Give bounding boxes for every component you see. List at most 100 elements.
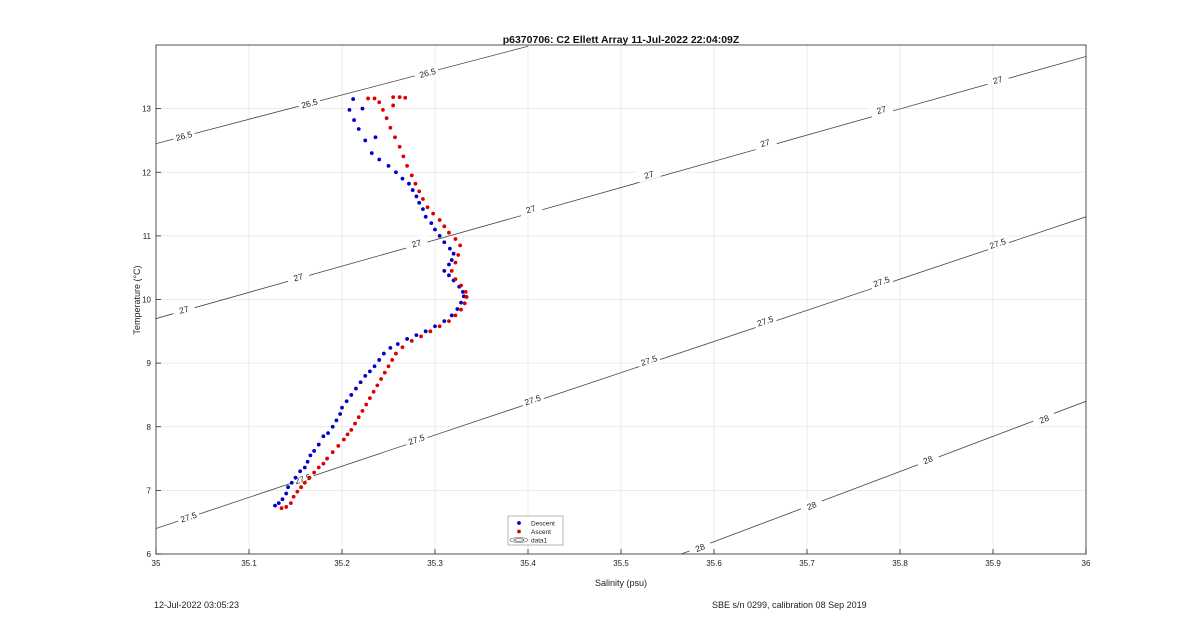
footer-timestamp: 12-Jul-2022 03:05:23 — [154, 600, 240, 610]
x-tick-label: 35.3 — [427, 559, 443, 568]
data-point — [451, 251, 456, 256]
data-point — [354, 386, 358, 391]
data-point — [356, 127, 361, 131]
data-point — [360, 408, 365, 413]
data-point — [279, 506, 284, 511]
data-point — [353, 421, 357, 426]
data-point — [382, 370, 387, 375]
data-point — [461, 289, 465, 294]
data-point — [459, 283, 463, 288]
isopycnal-label: 28 — [687, 538, 713, 554]
data-point — [286, 485, 290, 490]
data-point — [363, 138, 368, 143]
data-point — [459, 307, 463, 312]
isopycnal-label: 27 — [869, 101, 894, 118]
data-point — [368, 369, 372, 374]
data-point — [284, 491, 289, 496]
isopycnal-line — [156, 45, 529, 145]
data-point — [447, 262, 451, 267]
data-point — [394, 170, 398, 175]
data-point — [421, 207, 425, 212]
data-point — [417, 200, 422, 205]
data-point — [273, 503, 277, 508]
svg-text:26.5: 26.5 — [418, 66, 437, 80]
isopycnal-label: 27 — [404, 234, 429, 252]
data-point — [433, 227, 437, 232]
data-point — [453, 313, 458, 318]
data-point — [330, 450, 335, 455]
y-tick-label: 6 — [147, 550, 152, 559]
isopycnal-label: 28 — [1031, 409, 1057, 428]
data-point — [414, 194, 419, 199]
data-point — [291, 494, 296, 499]
data-point — [321, 434, 326, 439]
data-point — [305, 459, 310, 464]
data-point — [336, 443, 341, 448]
svg-text:28: 28 — [805, 499, 818, 512]
data-point — [360, 106, 365, 111]
data-point — [384, 116, 389, 121]
data-point — [280, 497, 285, 502]
data-point — [409, 173, 414, 178]
data-point — [458, 243, 463, 248]
data-point — [442, 268, 447, 273]
svg-text:27: 27 — [759, 137, 771, 149]
legend-entry: data1 — [531, 538, 548, 545]
data-point — [453, 237, 458, 241]
data-point — [289, 480, 294, 485]
x-tick-label: 35 — [152, 559, 161, 568]
data-point — [405, 163, 409, 168]
data-point — [371, 389, 376, 394]
data-point — [363, 373, 368, 378]
data-point — [449, 258, 454, 262]
svg-text:27: 27 — [410, 237, 422, 249]
x-tick-label: 36 — [1082, 559, 1091, 568]
data-point — [349, 393, 354, 397]
data-point — [288, 501, 293, 505]
data-point — [307, 475, 312, 480]
data-point — [447, 319, 451, 324]
y-axis-label: Temperature (°C) — [132, 265, 142, 334]
data-point — [369, 151, 374, 156]
isopycnal-label: 27 — [636, 166, 661, 183]
data-point — [321, 461, 326, 466]
x-tick-label: 35.6 — [706, 559, 722, 568]
data-point — [423, 214, 428, 219]
data-point — [372, 364, 377, 369]
data-point — [442, 224, 447, 229]
data-point — [330, 424, 335, 429]
data-point — [373, 135, 378, 140]
legend-entry: Descent — [531, 521, 555, 528]
y-tick-label: 7 — [147, 486, 152, 495]
data-point — [377, 157, 382, 162]
legend-marker — [517, 529, 521, 534]
legend-box — [507, 515, 564, 546]
data-point — [400, 345, 405, 350]
data-point — [381, 107, 385, 112]
data-series — [273, 95, 469, 511]
x-tick-label: 35.9 — [985, 559, 1001, 568]
svg-text:26.5: 26.5 — [175, 129, 194, 143]
data-point — [431, 211, 436, 216]
data-point — [425, 205, 430, 210]
data-point — [462, 301, 467, 306]
data-point — [366, 96, 370, 101]
data-point — [453, 260, 458, 265]
y-tick-label: 9 — [147, 359, 152, 368]
data-point — [377, 100, 382, 105]
y-tick-label: 13 — [142, 105, 151, 114]
data-point — [447, 273, 451, 278]
y-tick-label: 12 — [142, 168, 151, 177]
data-point — [316, 442, 321, 447]
data-point — [351, 97, 356, 101]
data-point — [419, 334, 423, 339]
x-tick-label: 35.1 — [241, 559, 257, 568]
data-point — [352, 118, 356, 122]
data-point — [326, 431, 330, 436]
data-point — [391, 95, 396, 100]
data-point — [403, 95, 408, 100]
data-point — [405, 337, 409, 341]
data-point — [395, 342, 400, 346]
x-tick-label: 35.5 — [613, 559, 629, 568]
data-point — [393, 135, 397, 140]
